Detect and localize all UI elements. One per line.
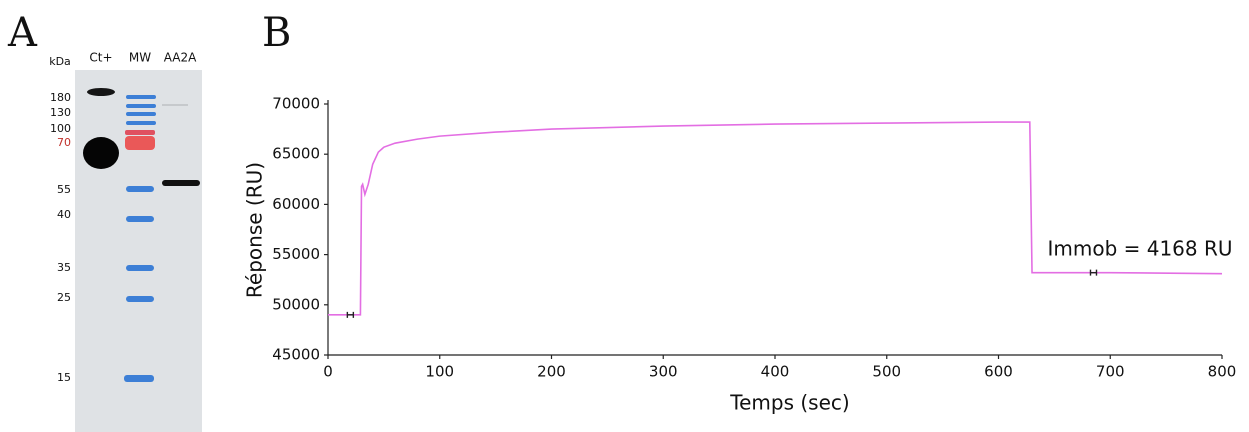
x-tick-label: 300 <box>649 363 678 381</box>
ladder-label: 180 <box>50 91 71 104</box>
ladder-label: 25 <box>57 291 71 304</box>
y-tick-label: 70000 <box>272 95 320 113</box>
ladder-label: 100 <box>50 122 71 135</box>
panel-label: B <box>262 10 291 56</box>
data-line <box>328 121 1223 316</box>
y-tick-label: 45000 <box>272 346 320 364</box>
ladder-label: 35 <box>57 261 71 274</box>
x-tick-label: 100 <box>425 363 454 381</box>
x-tick-label: 0 <box>323 363 333 381</box>
panel-label: A <box>7 10 38 56</box>
y-tick-label: 65000 <box>272 145 320 163</box>
ladder-label: 55 <box>57 183 71 196</box>
range-marker <box>346 311 355 318</box>
y-axis-title: Réponse (RU) <box>243 162 267 298</box>
y-tick-label: 50000 <box>272 295 320 313</box>
gel-bands <box>83 88 200 382</box>
range-marker <box>1089 269 1098 276</box>
ladder-label: 40 <box>57 208 71 221</box>
x-tick-label: 400 <box>761 363 790 381</box>
ladder-label: 130 <box>50 106 71 119</box>
x-tick-label: 700 <box>1096 363 1125 381</box>
lane-label: Ct+ <box>89 51 112 65</box>
ladder-label: 70 <box>57 136 71 149</box>
x-axis-title: Temps (sec) <box>729 391 849 415</box>
ladder-labels: 180 130 100 70 55 40 35 25 15 <box>50 91 71 384</box>
x-tick-label: 600 <box>984 363 1013 381</box>
x-tick-label: 500 <box>872 363 901 381</box>
x-tick-label: 800 <box>1208 363 1237 381</box>
annotation: Immob = 4168 RU <box>1047 237 1232 261</box>
lane-label: MW <box>129 51 151 65</box>
x-tick-label: 200 <box>537 363 566 381</box>
y-tick-label: 55000 <box>272 245 320 263</box>
ladder-label: 15 <box>57 371 71 384</box>
lane-label: AA2A <box>164 51 197 65</box>
kda-label: kDa <box>49 55 71 68</box>
y-tick-label: 60000 <box>272 195 320 213</box>
